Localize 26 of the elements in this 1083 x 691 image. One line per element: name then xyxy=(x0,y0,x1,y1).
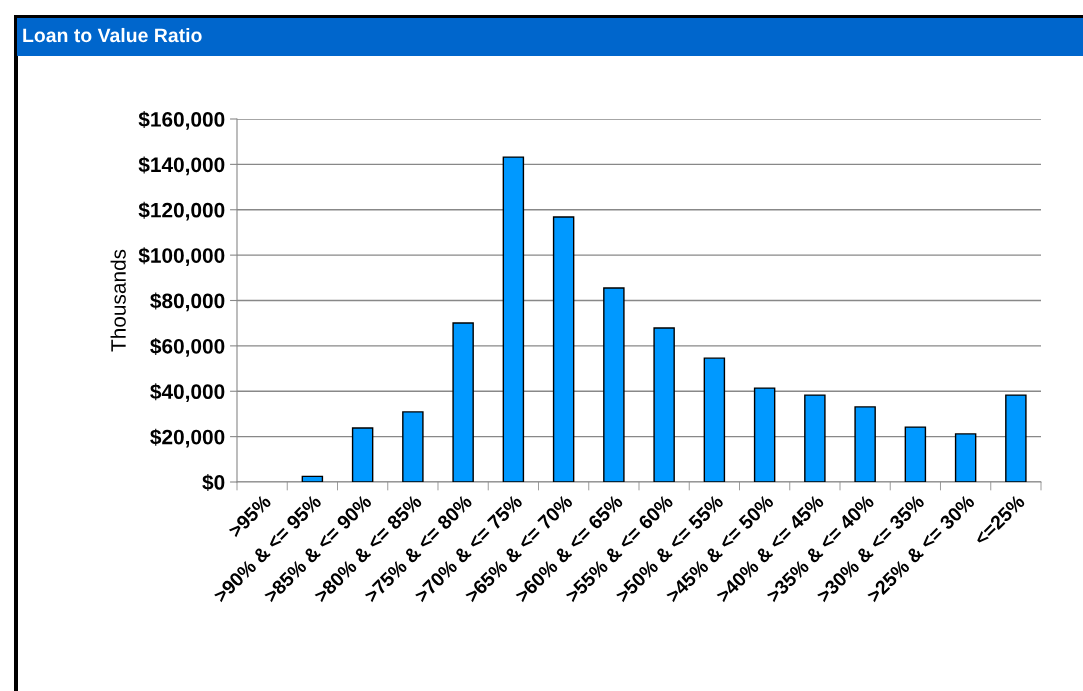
bar xyxy=(1005,394,1027,482)
y-tick-label: $0 xyxy=(202,474,225,492)
bar xyxy=(954,433,977,482)
y-tick-label: $40,000 xyxy=(150,383,225,403)
y-axis-title: Thousands xyxy=(110,249,126,352)
bar xyxy=(804,394,826,482)
bar xyxy=(502,156,525,482)
bar xyxy=(854,406,876,482)
bar xyxy=(904,426,927,482)
bar xyxy=(351,427,374,482)
bar xyxy=(552,216,575,482)
y-tick-label: $140,000 xyxy=(138,156,225,176)
bar xyxy=(653,327,675,482)
y-tick-label: $60,000 xyxy=(150,337,225,357)
bar xyxy=(402,411,424,482)
y-tick-label: $80,000 xyxy=(150,292,225,312)
y-tick-label: $20,000 xyxy=(150,428,225,448)
y-tick-label: $100,000 xyxy=(138,247,225,266)
bar xyxy=(301,475,324,482)
bar xyxy=(753,387,776,482)
y-tick-label: $120,000 xyxy=(138,201,225,221)
y-tick-label: $160,000 xyxy=(138,111,225,130)
bar xyxy=(703,357,726,482)
bar xyxy=(452,322,474,482)
chart-title: Loan to Value Ratio xyxy=(23,27,202,43)
bar xyxy=(603,287,625,482)
